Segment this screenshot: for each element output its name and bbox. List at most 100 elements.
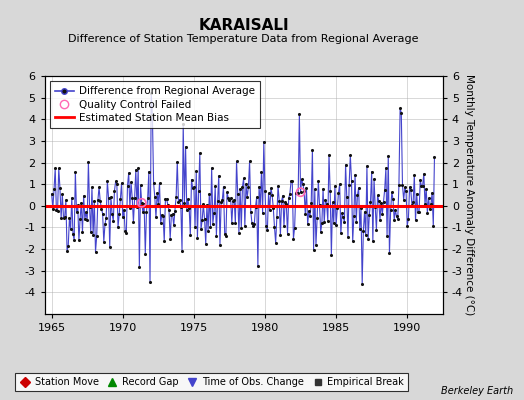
Point	[377, 200, 385, 206]
Point	[319, 186, 328, 192]
Point	[136, 182, 145, 188]
Point	[130, 195, 139, 201]
Point	[89, 232, 97, 239]
Point	[101, 221, 109, 227]
Point	[63, 248, 71, 254]
Point	[66, 215, 74, 221]
Point	[71, 169, 80, 175]
Point	[277, 198, 286, 204]
Point	[311, 186, 319, 193]
Point	[50, 186, 58, 193]
Point	[300, 188, 308, 194]
Point	[114, 224, 122, 230]
Point	[104, 194, 113, 201]
Point	[209, 220, 217, 227]
Point	[285, 195, 293, 202]
Point	[384, 153, 392, 159]
Point	[222, 233, 230, 239]
Point	[189, 185, 197, 192]
Point	[133, 204, 141, 210]
Point	[52, 207, 61, 214]
Point	[95, 184, 103, 190]
Text: Difference of Station Temperature Data from Regional Average: Difference of Station Temperature Data f…	[69, 34, 419, 44]
Point	[158, 212, 166, 218]
Point	[257, 169, 266, 176]
Point	[182, 207, 191, 214]
Point	[203, 202, 211, 208]
Point	[407, 187, 415, 194]
Point	[94, 197, 102, 203]
Point	[75, 237, 83, 244]
Point	[204, 228, 212, 234]
Point	[295, 110, 303, 117]
Point	[205, 191, 213, 197]
Point	[403, 222, 411, 229]
Point	[118, 214, 127, 220]
Point	[357, 205, 365, 212]
Point	[122, 230, 130, 236]
Point	[179, 120, 188, 127]
Point	[112, 178, 120, 184]
Point	[141, 250, 149, 257]
Point	[172, 194, 180, 200]
Point	[68, 194, 76, 201]
Point	[60, 214, 69, 221]
Point	[139, 209, 147, 216]
Point	[383, 233, 391, 239]
Point	[167, 212, 176, 218]
Point	[235, 230, 243, 236]
Point	[262, 222, 270, 229]
Point	[80, 192, 88, 199]
Point	[356, 226, 364, 232]
Point	[190, 184, 198, 190]
Point	[170, 222, 178, 229]
Point	[263, 227, 271, 234]
Text: KARAISALI: KARAISALI	[199, 18, 289, 33]
Point	[134, 165, 143, 171]
Point	[265, 190, 273, 196]
Point	[166, 235, 174, 242]
Point	[93, 233, 101, 240]
Point	[321, 196, 330, 203]
Point	[120, 206, 128, 213]
Point	[271, 240, 280, 246]
Point	[339, 214, 347, 220]
Point	[113, 181, 121, 187]
Point	[327, 252, 335, 258]
Point	[378, 211, 387, 217]
Point	[206, 224, 215, 230]
Point	[353, 192, 362, 198]
Point	[150, 194, 159, 200]
Point	[123, 182, 132, 189]
Point	[217, 199, 225, 205]
Point	[146, 278, 154, 285]
Point	[48, 191, 56, 197]
Point	[128, 195, 136, 201]
Point	[250, 221, 258, 227]
Point	[372, 227, 380, 233]
Point	[216, 242, 224, 248]
Point	[420, 171, 428, 177]
Point	[117, 180, 126, 186]
Point	[58, 191, 67, 197]
Point	[143, 209, 151, 215]
Point	[70, 237, 79, 243]
Point	[425, 206, 434, 213]
Point	[237, 225, 245, 231]
Point	[398, 182, 407, 188]
Point	[108, 211, 116, 217]
Point	[49, 205, 57, 212]
Point	[392, 213, 401, 220]
Point	[121, 228, 129, 234]
Point	[340, 219, 348, 225]
Point	[297, 189, 305, 196]
Point	[314, 178, 323, 184]
Point	[358, 281, 366, 287]
Point	[153, 190, 161, 196]
Point	[85, 204, 94, 210]
Point	[62, 197, 70, 203]
Point	[194, 188, 203, 194]
Point	[186, 232, 194, 238]
Point	[312, 242, 320, 248]
Point	[267, 185, 275, 192]
